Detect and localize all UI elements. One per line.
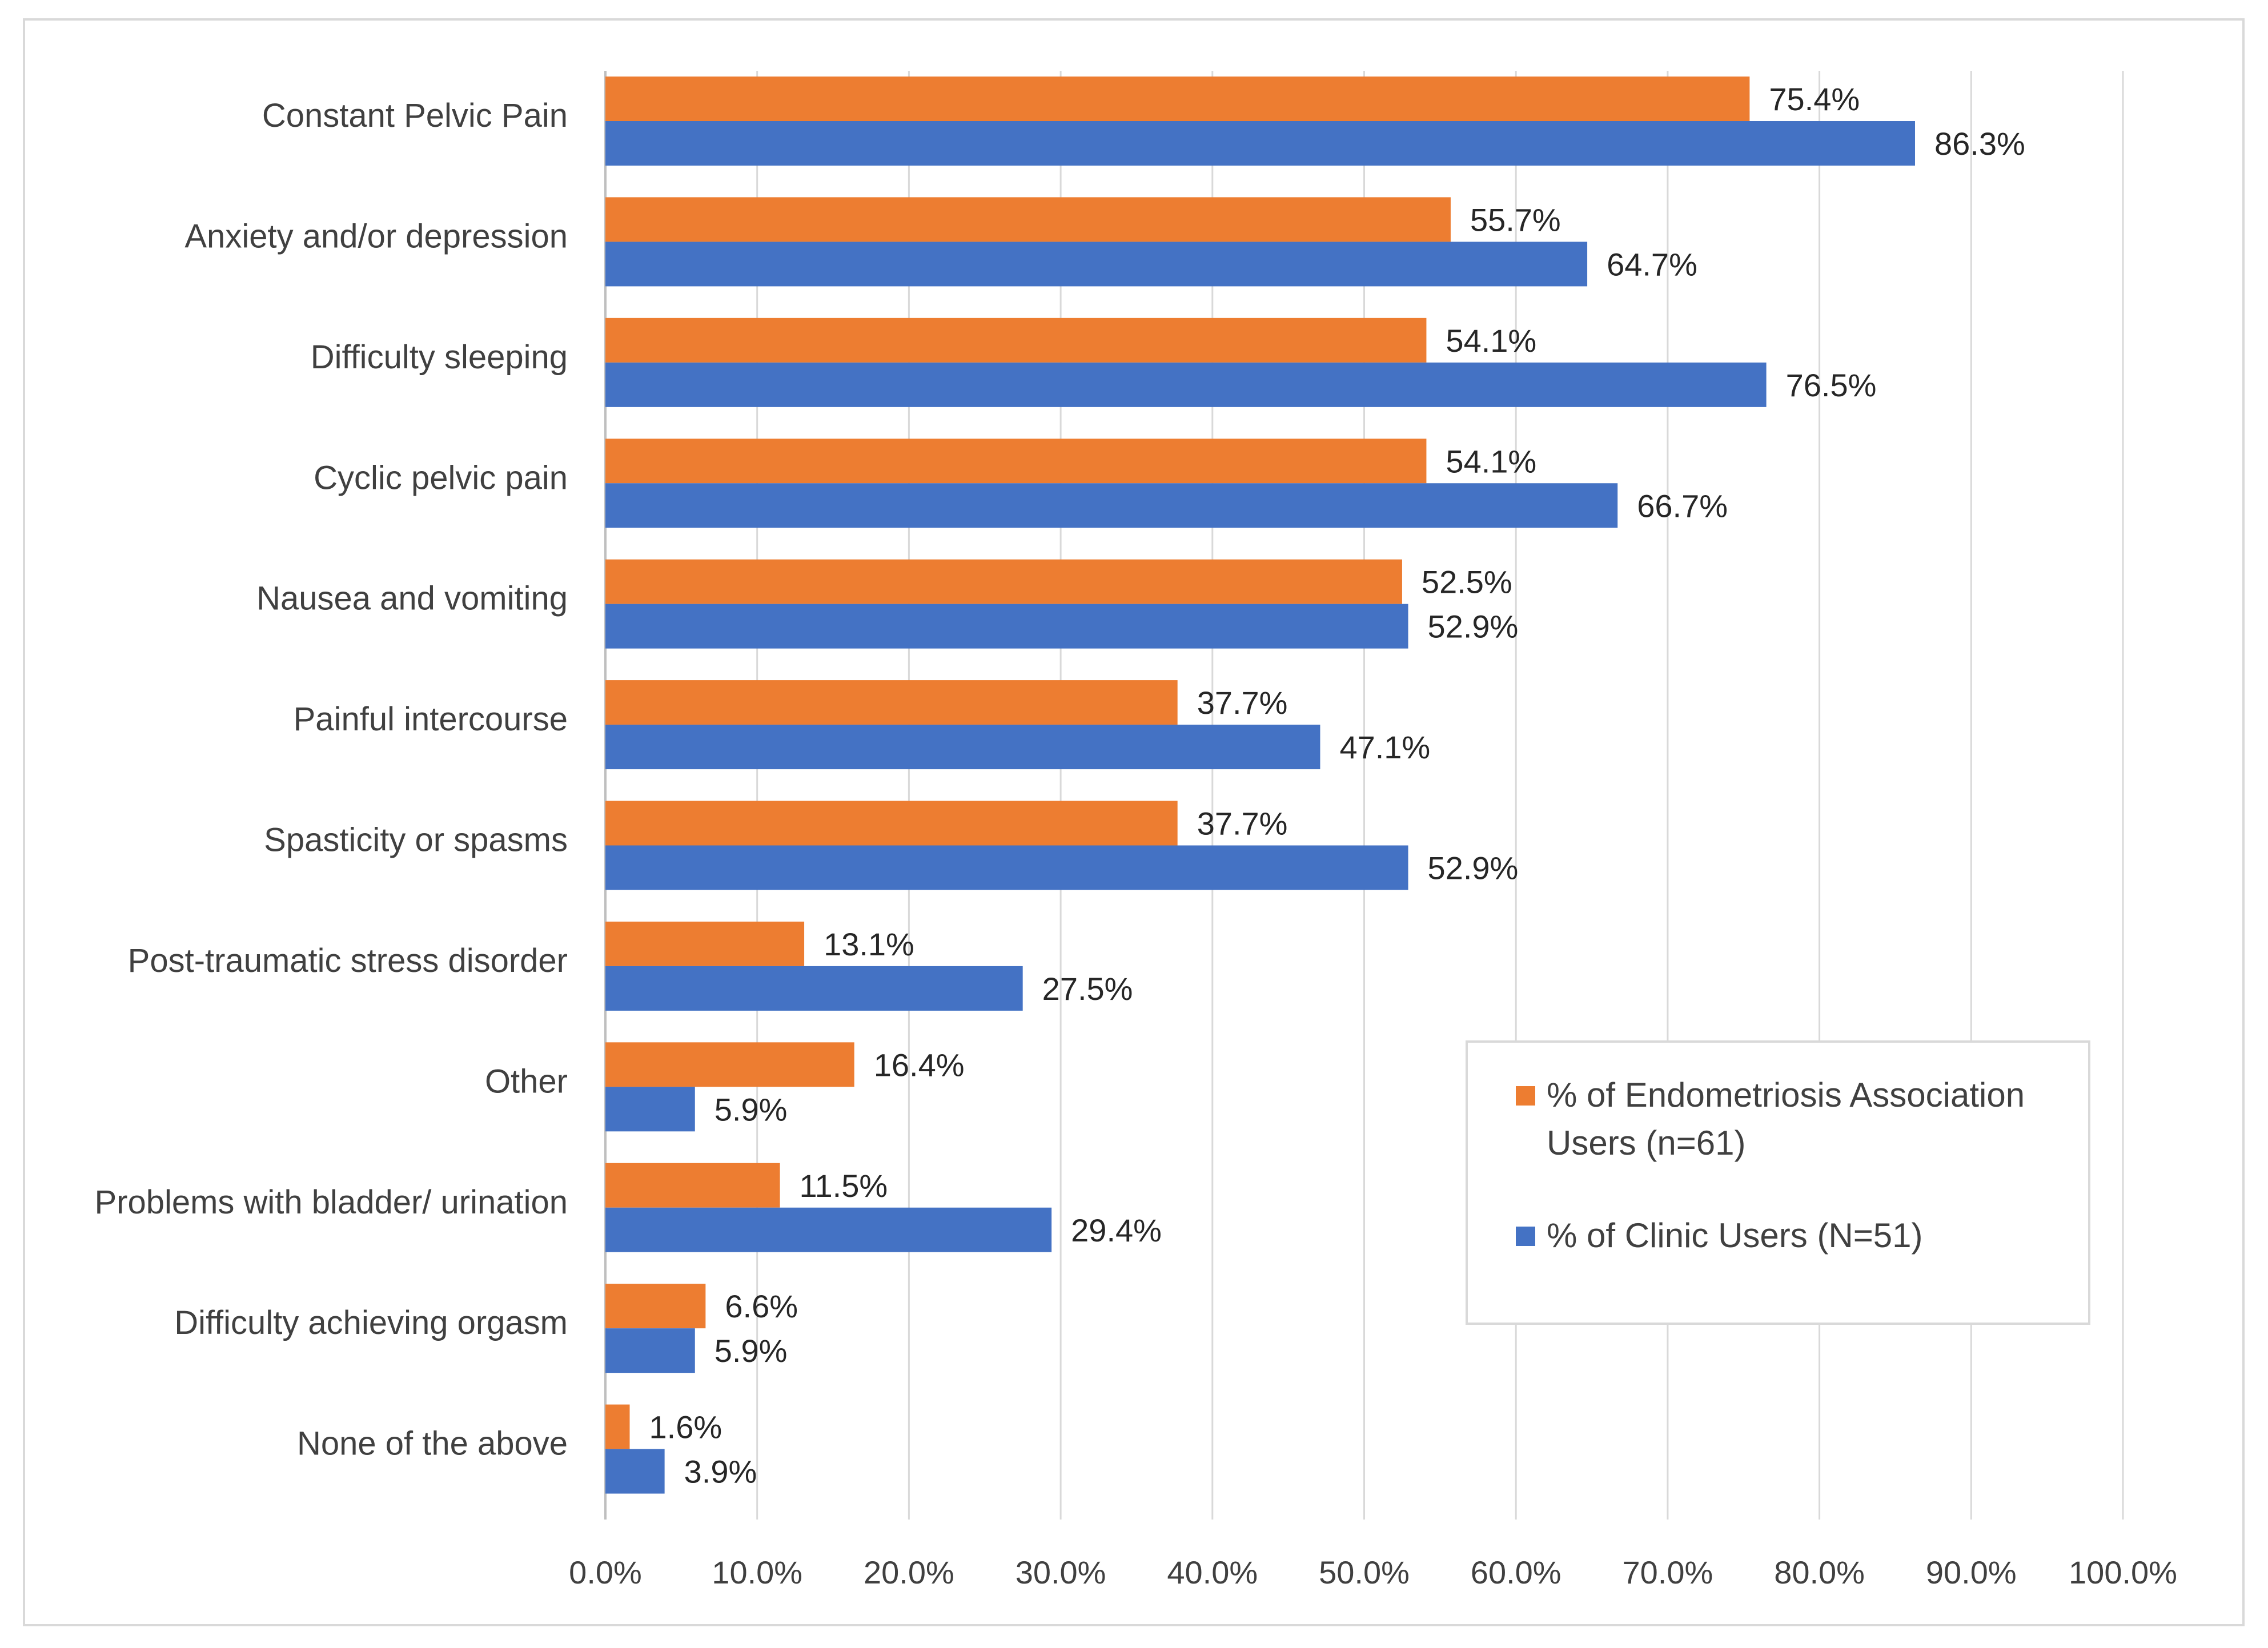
x-tick-label: 80.0% (1774, 1554, 1865, 1590)
bar-clinic-users (605, 1328, 695, 1373)
bar-clinic-users (605, 604, 1408, 649)
x-tick-label: 30.0% (1015, 1554, 1106, 1590)
data-label: 13.1% (824, 926, 914, 962)
x-tick-label: 10.0% (712, 1554, 802, 1590)
data-label: 29.4% (1071, 1212, 1162, 1248)
bar-endometriosis-association (605, 1284, 706, 1329)
bar-endometriosis-association (605, 439, 1427, 484)
bar-clinic-users (605, 242, 1588, 287)
bar-endometriosis-association (605, 921, 805, 966)
bars (605, 77, 1915, 1494)
x-tick-label: 0.0% (569, 1554, 642, 1590)
data-label: 37.7% (1197, 685, 1288, 721)
data-label: 16.4% (874, 1047, 965, 1083)
data-label: 54.1% (1446, 323, 1536, 359)
category-label: Anxiety and/or depression (184, 218, 568, 255)
data-labels: 75.4% 86.3% 55.7% 64.7% 54.1% 76.5% 54.1% 66.7%… (649, 81, 2025, 1490)
data-label: 52.9% (1428, 609, 1519, 645)
category-label: Painful intercourse (294, 701, 568, 738)
data-label: 37.7% (1197, 806, 1288, 842)
bar-chart: 75.4% 86.3% 55.7% 64.7% 54.1% 76.5% 54.1% 66.7%… (94, 71, 2177, 1590)
bar-endometriosis-association (605, 1404, 630, 1449)
legend-label: % of Endometriosis Association (1547, 1076, 2025, 1114)
bar-clinic-users (605, 1449, 665, 1494)
bar-endometriosis-association (605, 680, 1178, 725)
category-label: Difficulty achieving orgasm (174, 1304, 568, 1341)
category-label: Difficulty sleeping (311, 339, 568, 376)
category-label: Spasticity or spasms (264, 822, 568, 859)
bar-endometriosis-association (605, 317, 1427, 363)
data-label: 75.4% (1769, 81, 1860, 117)
data-label: 76.5% (1786, 367, 1877, 403)
category-label: None of the above (297, 1425, 568, 1462)
data-label: 64.7% (1607, 246, 1697, 282)
category-label: Constant Pelvic Pain (262, 97, 568, 134)
x-tick-label: 90.0% (1926, 1554, 2017, 1590)
category-label: Other (485, 1063, 568, 1100)
legend: % of Endometriosis Association Users (n=6… (1466, 1040, 2090, 1325)
data-label: 5.9% (714, 1333, 788, 1369)
bar-endometriosis-association (605, 77, 1750, 121)
category-label: Cyclic pelvic pain (314, 459, 568, 496)
x-tick-label: 100.0% (2069, 1554, 2177, 1590)
legend-swatch (1516, 1086, 1535, 1106)
bar-clinic-users (605, 725, 1320, 770)
data-label: 6.6% (725, 1288, 798, 1324)
data-label: 52.5% (1422, 564, 1512, 600)
x-tick-label: 60.0% (1471, 1554, 1561, 1590)
x-axis-tick-labels: 0.0% 10.0% 20.0% 30.0% 40.0% 50.0% 60.0% 70.0% 8… (569, 1554, 2177, 1590)
data-label: 86.3% (1934, 126, 2025, 162)
bar-endometriosis-association (605, 559, 1402, 604)
data-label: 5.9% (714, 1091, 788, 1127)
data-label: 47.1% (1339, 729, 1430, 765)
bar-endometriosis-association (605, 197, 1451, 242)
category-label: Post-traumatic stress disorder (128, 942, 568, 979)
category-label: Problems with bladder/ urination (94, 1184, 568, 1221)
legend-label: Users (n=61) (1547, 1124, 1745, 1162)
data-label: 1.6% (649, 1409, 722, 1445)
category-label: Nausea and vomiting (256, 580, 568, 617)
bar-clinic-users (605, 845, 1408, 890)
data-label: 11.5% (800, 1168, 888, 1204)
chart-frame: 75.4% 86.3% 55.7% 64.7% 54.1% 76.5% 54.1% 66.7%… (23, 18, 2245, 1626)
x-tick-label: 20.0% (864, 1554, 954, 1590)
bar-endometriosis-association (605, 1042, 854, 1087)
x-tick-label: 40.0% (1167, 1554, 1258, 1590)
x-tick-label: 70.0% (1623, 1554, 1713, 1590)
category-labels: Constant Pelvic Pain Anxiety and/or depre… (94, 97, 568, 1462)
bar-clinic-users (605, 121, 1915, 166)
data-label: 52.9% (1428, 850, 1519, 886)
bar-endometriosis-association (605, 801, 1178, 846)
legend-label: % of Clinic Users (N=51) (1547, 1216, 1923, 1255)
bar-endometriosis-association (605, 1163, 780, 1208)
data-label: 54.1% (1446, 443, 1536, 479)
bar-clinic-users (605, 483, 1618, 528)
x-tick-label: 50.0% (1319, 1554, 1410, 1590)
data-label: 27.5% (1042, 971, 1133, 1007)
bar-clinic-users (605, 1087, 695, 1132)
legend-box (1466, 1040, 2090, 1325)
data-label: 3.9% (684, 1454, 757, 1490)
legend-swatch (1516, 1227, 1535, 1246)
bar-clinic-users (605, 966, 1023, 1011)
bar-clinic-users (605, 362, 1767, 407)
data-label: 55.7% (1470, 202, 1561, 238)
bar-clinic-users (605, 1207, 1052, 1252)
data-label: 66.7% (1637, 488, 1728, 524)
